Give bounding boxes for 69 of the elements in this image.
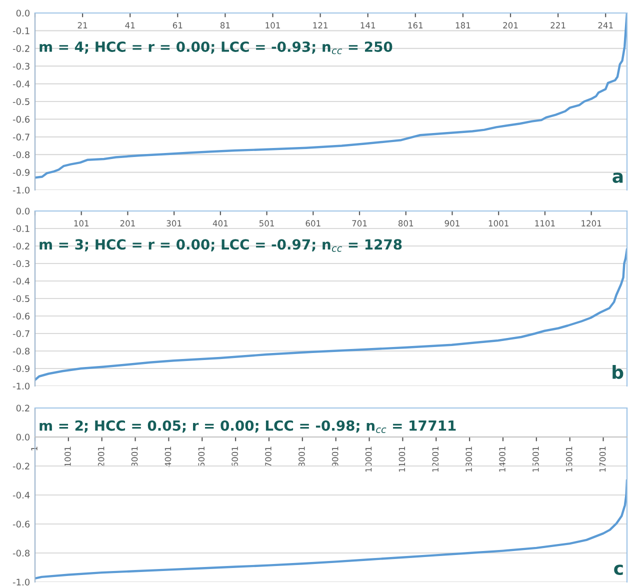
- x-tick-label: 101: [266, 22, 280, 28]
- x-tick-label: 801: [398, 220, 414, 226]
- x-tick-label: 301: [166, 220, 182, 226]
- x-tick-label: 81: [220, 22, 230, 28]
- annotation: a: [612, 172, 623, 183]
- y-tick-label: -0.2: [12, 45, 30, 52]
- annotation: m = 4; HCC = r = 0.00; LCC = -0.93; n$_{cc}$ = 250: [40, 41, 392, 54]
- x-tick-label: 21: [78, 22, 88, 28]
- x-tick-label: 141: [360, 22, 376, 28]
- x-tick-label: 1201: [582, 220, 602, 226]
- y-tick-label: -0.6: [12, 116, 30, 123]
- annotation: b: [612, 365, 624, 379]
- x-tick-label: 7001: [265, 446, 272, 467]
- x-tick-label: 12001: [432, 446, 439, 472]
- y-tick-label: -0.4: [12, 492, 30, 499]
- annotation: m = 3; HCC = r = 0.00; LCC = -0.97; n$_{cc}$ = 1278: [40, 239, 402, 252]
- y-tick-label: -0.1: [12, 27, 30, 34]
- x-tick-label: 601: [306, 220, 320, 226]
- y-tick-label: -0.1: [12, 225, 30, 232]
- y-tick-label: -0.5: [12, 295, 30, 302]
- x-tick-label: 121: [313, 22, 328, 28]
- annotation: c: [614, 564, 623, 576]
- y-tick-label: -0.6: [12, 312, 30, 320]
- y-tick-label: -0.3: [12, 62, 30, 70]
- x-tick-label: 161: [408, 22, 423, 28]
- y-tick-label: -0.7: [12, 134, 30, 140]
- y-tick-label: 0.0: [16, 434, 30, 441]
- x-tick-label: 201: [120, 220, 135, 226]
- y-tick-label: -1.0: [12, 578, 30, 586]
- x-tick-label: 3001: [131, 446, 138, 467]
- x-tick-label: 201: [503, 22, 518, 28]
- y-tick-label: -1.0: [12, 382, 30, 390]
- y-tick-label: 0.0: [16, 208, 30, 215]
- x-tick-label: 701: [352, 220, 367, 226]
- x-tick-label: 901: [444, 220, 460, 226]
- x-tick-label: 1001: [64, 446, 71, 466]
- y-tick-label: -0.4: [12, 278, 30, 285]
- x-tick-label: 401: [212, 220, 228, 226]
- y-tick-label: -0.3: [12, 260, 30, 268]
- y-tick-label: -1.0: [12, 186, 30, 194]
- x-tick-label: 221: [550, 22, 566, 28]
- x-tick-label: 11001: [398, 446, 406, 472]
- x-tick-label: 1001: [488, 220, 508, 226]
- y-tick-label: 0.2: [16, 404, 30, 412]
- y-tick-label: -0.6: [12, 520, 30, 528]
- y-tick-label: -0.2: [12, 242, 30, 250]
- y-tick-label: -0.5: [12, 98, 30, 106]
- x-tick-label: 14001: [499, 446, 506, 472]
- y-tick-label: -0.7: [12, 330, 30, 338]
- y-tick-label: 0.0: [16, 10, 30, 17]
- x-tick-label: 181: [456, 22, 470, 28]
- y-tick-label: -0.9: [12, 169, 30, 176]
- x-tick-label: 41: [125, 22, 135, 28]
- y-tick-label: -0.2: [12, 462, 30, 470]
- x-tick-label: 1101: [535, 220, 555, 226]
- y-tick-label: -0.8: [12, 550, 30, 557]
- line-series: [35, 479, 627, 580]
- y-tick-label: -0.8: [12, 151, 30, 158]
- x-tick-label: 4001: [164, 446, 172, 467]
- x-tick-label: 61: [172, 22, 182, 28]
- x-tick-label: 13001: [466, 446, 472, 472]
- x-tick-label: 501: [259, 220, 274, 226]
- x-tick-label: 101: [74, 220, 89, 226]
- x-tick-label: 17001: [599, 446, 606, 472]
- x-tick-label: 241: [598, 22, 613, 28]
- y-tick-label: -0.9: [12, 365, 30, 372]
- y-tick-label: -0.4: [12, 80, 30, 88]
- y-tick-label: -0.8: [12, 348, 30, 355]
- annotation: m = 2; HCC = 0.05; r = 0.00; LCC = -0.98; n$_{cc}$ = 17711: [40, 420, 456, 434]
